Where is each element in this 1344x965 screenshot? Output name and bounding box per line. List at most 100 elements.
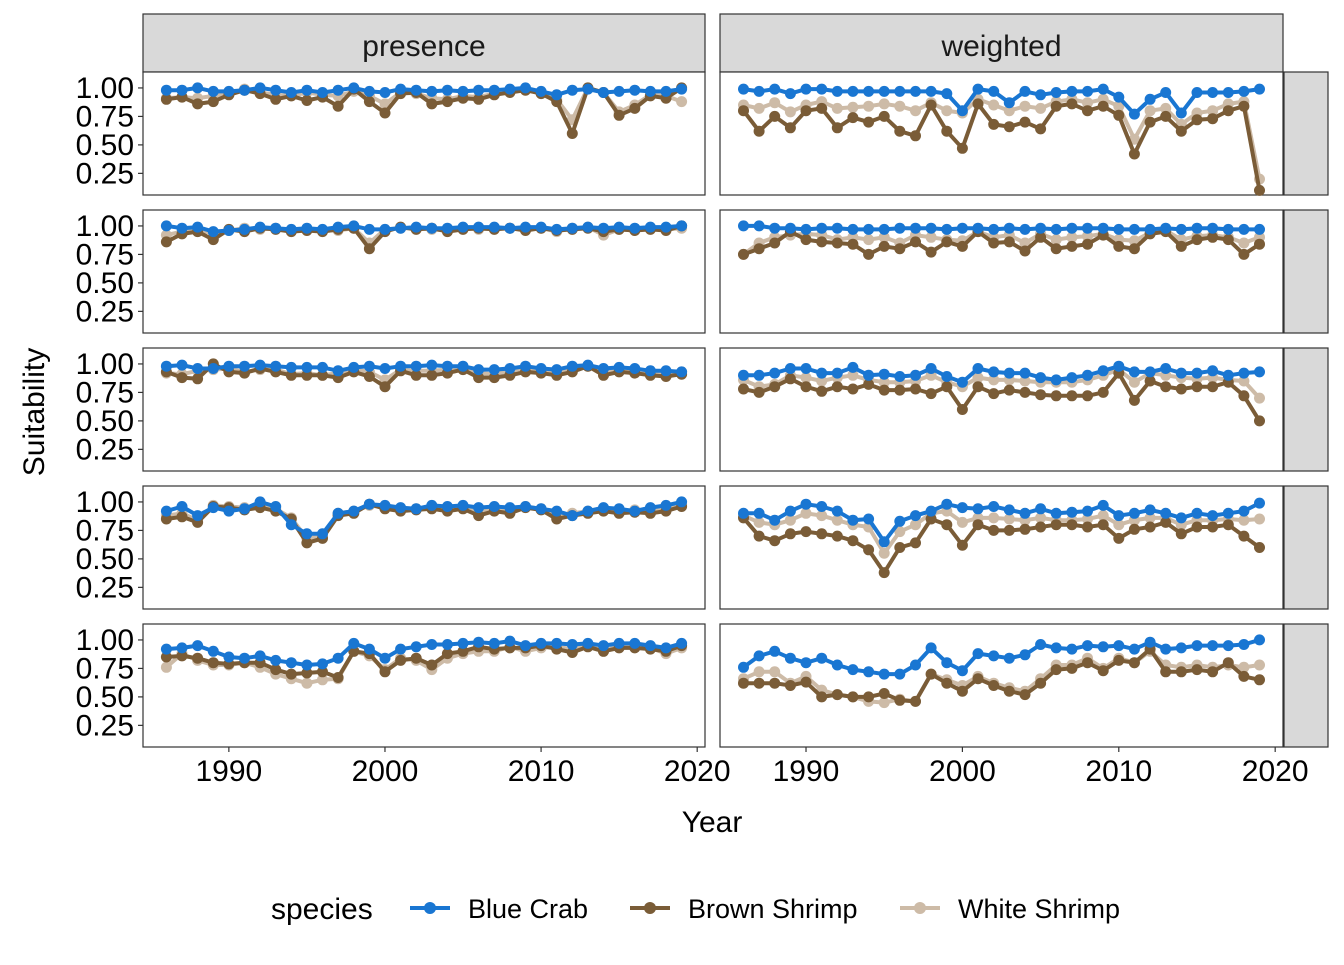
data-point-blue-crab [831,505,843,517]
data-point-brown-shrimp [1097,665,1109,677]
data-point-blue-crab [925,222,937,234]
data-point-blue-crab [1003,652,1015,664]
data-point-white-shrimp [988,99,1000,111]
series-line-white-shrimp [742,228,1261,257]
panel-calcasieu-weighted [719,71,1284,196]
data-point-blue-crab [473,221,485,233]
panel-border [719,347,1284,472]
data-point-blue-crab [910,85,921,97]
data-point-blue-crab [363,223,375,235]
data-point-brown-shrimp [816,102,828,114]
data-point-blue-crab [894,668,906,680]
y-tick-label: 0.75 [76,376,134,409]
data-point-white-shrimp [1050,234,1062,246]
data-point-white-shrimp [1238,514,1250,526]
data-point-blue-crab [956,105,968,117]
data-point-blue-crab [769,514,781,526]
legend-label: Blue Crab [468,894,588,924]
data-point-white-shrimp [1254,392,1265,404]
data-point-blue-crab [582,359,594,371]
data-point-white-shrimp [1238,237,1250,249]
data-point-blue-crab [1238,223,1250,235]
data-point-blue-crab [239,503,250,515]
data-point-blue-crab [738,661,749,673]
data-point-white-shrimp [878,231,890,243]
y-axis-title: Suitability [18,348,51,476]
data-point-blue-crab [629,222,641,234]
data-point-blue-crab [1175,512,1187,524]
panel-vermilion-teche-presence [142,209,706,334]
data-point-blue-crab [1144,223,1156,235]
y-tick-label: 1.00 [76,72,134,105]
data-point-brown-shrimp [1019,689,1031,701]
data-point-blue-crab [1254,497,1265,509]
data-point-blue-crab [504,83,516,95]
data-point-brown-shrimp [457,645,469,657]
data-point-blue-crab [223,225,235,236]
data-point-blue-crab [254,496,266,508]
data-point-brown-shrimp [473,372,485,384]
data-point-brown-shrimp [1066,390,1078,402]
data-point-brown-shrimp [972,381,984,393]
data-point-brown-shrimp [1035,677,1047,689]
data-point-blue-crab [301,361,313,373]
data-point-white-shrimp [863,100,875,112]
legend: species Blue Crab Brown Shrimp White Shrim… [271,893,1120,926]
data-point-blue-crab [1066,372,1078,384]
legend-item-brown-shrimp: Brown Shrimp [630,894,858,924]
data-point-blue-crab [660,499,672,511]
data-point-brown-shrimp [1254,674,1265,686]
data-point-blue-crab [1160,507,1172,519]
data-point-blue-crab [1097,641,1109,653]
data-point-blue-crab [301,84,313,96]
data-point-white-shrimp [1097,510,1109,522]
data-point-blue-crab [457,360,469,372]
data-point-blue-crab [551,364,563,376]
data-point-blue-crab [254,359,266,371]
series-line-brown-shrimp [743,371,1262,422]
x-tick-label: 1990 [195,755,262,788]
data-point-brown-shrimp [1222,657,1234,669]
data-point-brown-shrimp [800,105,812,117]
data-point-white-shrimp [800,372,812,384]
panel-pontchartrain-weighted [719,623,1284,748]
data-point-blue-crab [426,639,438,650]
data-point-blue-crab [1254,634,1265,646]
y-tick-label: 0.25 [76,433,134,466]
data-point-blue-crab [629,363,641,374]
data-point-blue-crab [395,643,407,655]
y-tick-label: 0.75 [76,238,134,271]
data-point-brown-shrimp [410,369,422,381]
data-point-brown-shrimp [1082,521,1093,533]
data-point-brown-shrimp [1222,105,1234,117]
data-point-brown-shrimp [317,369,328,381]
data-point-blue-crab [644,640,656,652]
data-point-white-shrimp [910,105,921,117]
data-point-brown-shrimp [925,668,937,680]
data-point-blue-crab [800,498,812,510]
data-point-blue-crab [1175,642,1187,654]
data-point-white-shrimp [1035,512,1047,524]
data-point-brown-shrimp [1003,384,1015,396]
data-point-blue-crab [660,642,672,654]
data-point-brown-shrimp [551,513,563,525]
data-point-brown-shrimp [1238,248,1250,260]
data-point-blue-crab [598,640,609,652]
y-tick-label: 1.00 [76,210,134,243]
data-point-blue-crab [1066,222,1078,234]
data-point-blue-crab [1128,108,1140,120]
data-point-blue-crab [582,505,594,517]
data-point-blue-crab [910,659,921,671]
data-point-brown-shrimp [1238,670,1250,682]
data-point-blue-crab [738,83,749,95]
data-point-blue-crab [520,221,531,233]
data-point-blue-crab [285,519,297,531]
data-point-blue-crab [925,85,937,97]
data-point-brown-shrimp [1035,231,1047,243]
data-point-blue-crab [176,222,188,234]
panel-terrebonne-weighted [719,347,1284,472]
data-point-blue-crab [1066,643,1078,655]
data-point-blue-crab [348,220,360,232]
data-point-blue-crab [847,514,859,526]
data-point-brown-shrimp [894,542,906,553]
